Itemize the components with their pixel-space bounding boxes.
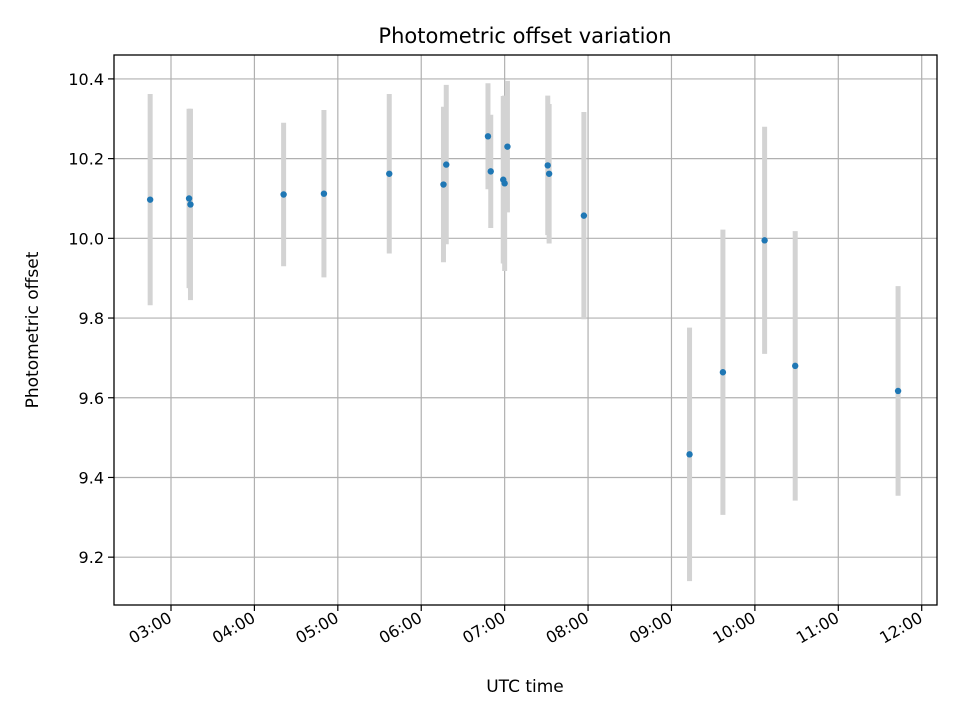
y-tick-label: 9.8 [79,309,104,328]
data-point [484,133,492,140]
data-point [146,196,154,203]
x-tick-label: 05:00 [292,608,341,648]
data-point [280,191,287,198]
grid-lines [114,55,937,605]
data-point [501,180,508,187]
data-point [580,212,588,219]
x-tick-label: 12:00 [876,608,925,648]
data-point [719,369,727,376]
y-axis-label: Photometric offset [23,251,43,408]
y-tick-label: 10.4 [68,70,104,89]
data-point [894,387,902,395]
data-point [545,170,553,177]
data-point [440,181,447,188]
data-point [761,237,768,244]
chart-title: Photometric offset variation [378,24,671,48]
data-points [146,133,902,458]
x-tick-label: 08:00 [543,608,592,648]
data-point [443,161,450,168]
data-point [544,162,551,169]
x-tick-label: 04:00 [209,608,258,648]
error-bars [147,80,901,582]
x-tick-label: 07:00 [459,608,508,648]
data-point [320,190,328,197]
y-tick-label: 9.2 [79,548,104,567]
plot-frame [113,54,938,606]
x-tick-label: 11:00 [793,608,842,648]
x-tick-label: 10:00 [709,608,758,648]
data-point [187,201,194,208]
y-tick-label: 10.2 [68,150,104,169]
data-point [504,143,511,150]
data-point [185,195,193,202]
x-tick-label: 09:00 [626,608,675,648]
data-point [386,170,393,177]
x-tick-label: 03:00 [126,608,175,648]
x-axis-ticks: 03:00 04:00 05:00 06:00 07:00 08:00 09:00 10:00… [126,605,926,648]
y-tick-label: 9.6 [79,389,104,408]
y-tick-label: 10.0 [68,229,104,248]
data-point [791,362,799,370]
data-point [686,451,693,458]
x-tick-label: 06:00 [376,608,425,648]
y-axis-ticks: 9.2 9.4 9.6 9.8 10.0 10.2 10.4 [68,70,114,567]
x-axis-label: UTC time [486,677,564,697]
data-point [487,168,494,175]
y-tick-label: 9.4 [79,468,104,487]
